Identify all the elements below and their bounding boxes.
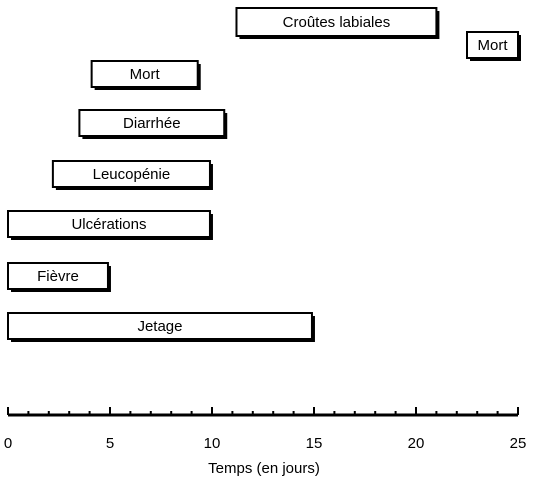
bar-7: Jetage: [7, 312, 315, 342]
bar-rect: [466, 31, 519, 59]
bar-label: Diarrhée: [123, 115, 181, 132]
bar-1: Mort: [466, 31, 521, 61]
bar-label: Leucopénie: [93, 166, 171, 183]
x-tick-label: 5: [106, 435, 114, 452]
bar-rect: [90, 60, 199, 88]
bar-label: Croûtes labiales: [283, 14, 391, 31]
bar-label: Ulcérations: [71, 216, 146, 233]
bar-rect: [7, 210, 211, 238]
bar-5: Ulcérations: [7, 210, 213, 240]
bar-rect: [7, 262, 109, 290]
bar-label: Fièvre: [37, 268, 79, 285]
bar-rect: [78, 109, 226, 137]
x-axis-title: Temps (en jours): [208, 460, 320, 477]
x-tick-label: 0: [4, 435, 12, 452]
bar-4: Leucopénie: [51, 160, 213, 190]
bar-rect: [7, 312, 313, 340]
bar-6: Fièvre: [7, 262, 111, 292]
bar-label: Mort: [130, 66, 161, 83]
bar-0: Croûtes labiales: [235, 7, 440, 39]
x-tick-label: 15: [306, 435, 323, 452]
x-ticks: 0 5 10 15 20 25: [4, 407, 527, 452]
x-tick-label: 20: [408, 435, 425, 452]
bar-rect: [51, 160, 211, 188]
x-tick-label: 25: [510, 435, 527, 452]
bar-3: Diarrhée: [78, 109, 228, 139]
bar-label: Jetage: [137, 318, 182, 335]
bars-layer: Croûtes labiales Mort Mort Diarrhée Leucopén…: [7, 7, 521, 342]
bar-2: Mort: [90, 60, 201, 90]
x-tick-label: 10: [204, 435, 221, 452]
bar-label: Mort: [478, 37, 509, 54]
bar-rect: [235, 7, 438, 37]
